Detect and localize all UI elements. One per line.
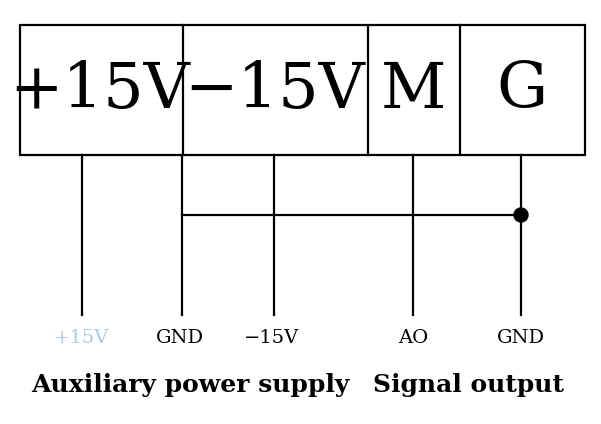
- Text: +15V: +15V: [10, 59, 191, 120]
- Text: Auxiliary power supply: Auxiliary power supply: [31, 373, 349, 397]
- Text: −15V: −15V: [245, 329, 300, 347]
- Text: M: M: [381, 59, 447, 120]
- Text: Signal output: Signal output: [373, 373, 564, 397]
- Text: −15V: −15V: [185, 59, 365, 120]
- Text: AO: AO: [398, 329, 428, 347]
- Text: GND: GND: [156, 329, 204, 347]
- Text: +15V: +15V: [54, 329, 110, 347]
- Text: G: G: [496, 59, 548, 120]
- Circle shape: [514, 208, 528, 222]
- Text: GND: GND: [497, 329, 545, 347]
- Bar: [20, 25, 585, 155]
